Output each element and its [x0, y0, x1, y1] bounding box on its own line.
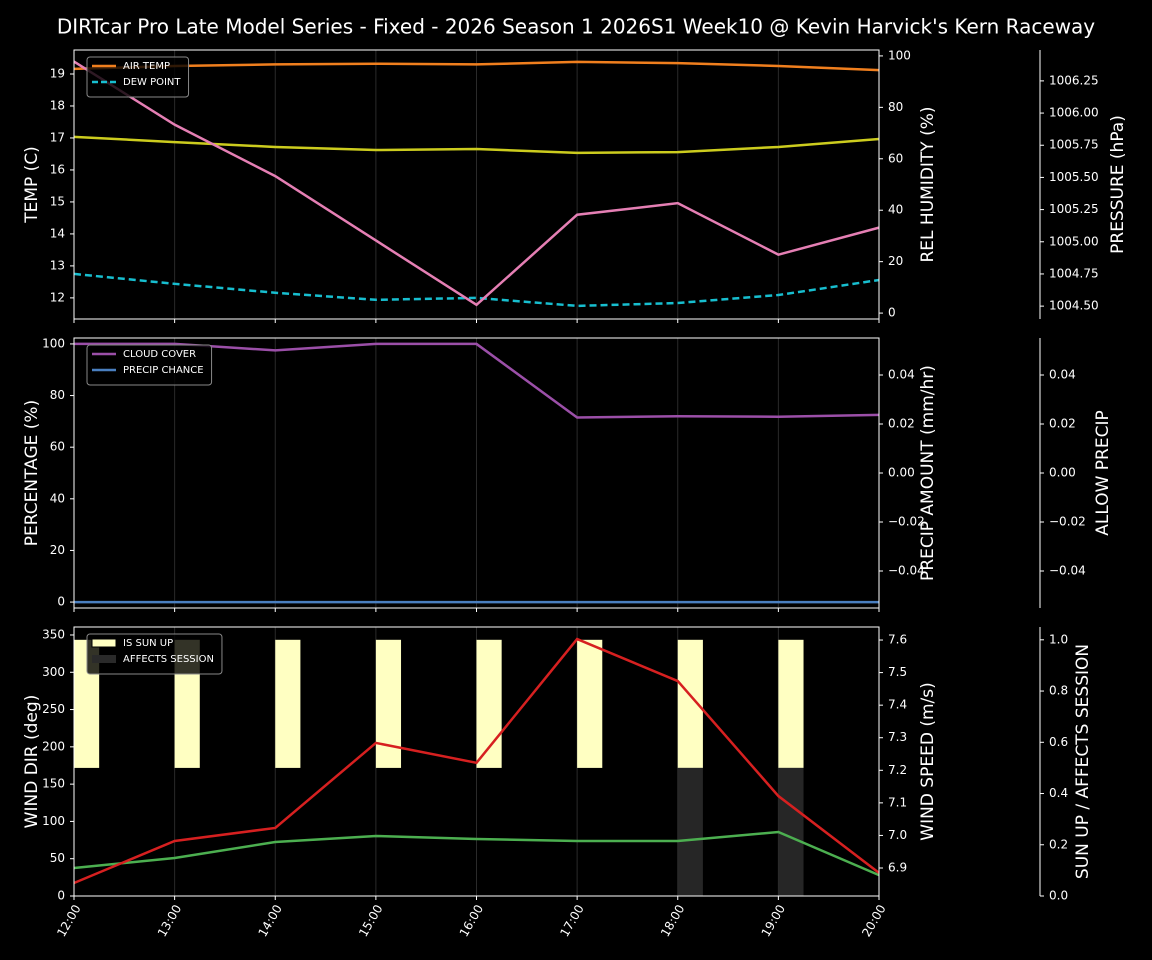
- y3-tick-label: 0.04: [1049, 367, 1076, 381]
- legend-label: AIR TEMP: [123, 61, 170, 72]
- y2-tick-label: −0.04: [888, 564, 925, 578]
- legend-label: PRECIP CHANCE: [123, 365, 204, 376]
- y2-tick-label: 7.3: [888, 730, 907, 744]
- y3-tick-label: 1006.00: [1049, 106, 1099, 120]
- y2-tick-label: 0.02: [888, 416, 915, 430]
- y-tick-label: 80: [50, 388, 65, 402]
- y-tick-label: 17: [50, 130, 65, 144]
- y2-tick-label: 0.04: [888, 367, 915, 381]
- legend: CLOUD COVER PRECIP CHANCE: [86, 344, 213, 386]
- y-tick-label: 18: [50, 98, 65, 112]
- line: [73, 830, 880, 877]
- y3-tick-label: −0.04: [1049, 564, 1086, 578]
- legend-swatch: [91, 638, 117, 648]
- y2-tick-label: 0: [888, 306, 896, 320]
- y3-tick-label: 1004.75: [1049, 266, 1099, 280]
- y-tick-label: 19: [50, 66, 65, 80]
- y3-tick-label: 1005.25: [1049, 202, 1099, 216]
- line: [73, 135, 880, 155]
- y2-tick-label: 80: [888, 100, 903, 114]
- y3-tick-label: 0.2: [1049, 837, 1068, 851]
- y3-tick-label: 0.02: [1049, 416, 1076, 430]
- y-tick-label: 100: [42, 336, 65, 350]
- y2-tick-label: 7.1: [888, 795, 907, 809]
- y3-axis-label: SUN UP / AFFECTS SESSION: [1073, 644, 1093, 879]
- y-tick-label: 350: [42, 627, 65, 641]
- line: [73, 60, 880, 307]
- bar: [577, 639, 603, 768]
- y3-tick-label: 1005.00: [1049, 234, 1099, 248]
- y2-tick-label: 7.6: [888, 633, 907, 647]
- y2-tick-label: 6.9: [888, 860, 907, 874]
- y-axis-label: WIND DIR (deg): [22, 695, 42, 829]
- line: [73, 272, 880, 308]
- legend: AIR TEMP DEW POINT: [86, 56, 190, 98]
- y3-tick-label: 0.00: [1049, 466, 1076, 480]
- y2-axis-label: WIND SPEED (m/s): [918, 682, 938, 840]
- legend: IS SUN UP AFFECTS SESSION: [86, 633, 223, 675]
- legend-label: CLOUD COVER: [123, 349, 196, 360]
- y-tick-label: 100: [42, 814, 65, 828]
- y2-tick-label: 40: [888, 203, 903, 217]
- y-tick-label: 250: [42, 702, 65, 716]
- y2-tick-label: 0.00: [888, 466, 915, 480]
- y2-axis-label: PRECIP AMOUNT (mm/hr): [918, 365, 938, 581]
- y3-tick-label: 1005.75: [1049, 138, 1099, 152]
- y-tick-label: 300: [42, 665, 65, 679]
- legend-box: [86, 344, 213, 386]
- y-tick-label: 50: [50, 851, 65, 865]
- y3-tick-label: 0.8: [1049, 684, 1068, 698]
- y2-tick-label: 7.0: [888, 828, 907, 842]
- y-tick-label: 16: [50, 162, 65, 176]
- y-tick-label: 14: [50, 226, 65, 240]
- y3-axis-label: PRESSURE (hPa): [1108, 115, 1128, 254]
- line: [73, 60, 880, 72]
- y3-tick-label: 0.0: [1049, 889, 1068, 903]
- y-tick-label: 60: [50, 440, 65, 454]
- y3-tick-label: 1006.25: [1049, 73, 1099, 87]
- y-tick-label: 13: [50, 258, 65, 272]
- y3-tick-label: 1004.50: [1049, 299, 1099, 313]
- y-tick-label: 20: [50, 543, 65, 557]
- bar: [375, 639, 402, 768]
- y3-tick-label: 1.0: [1049, 632, 1068, 646]
- y3-axis-label: ALLOW PRECIP: [1093, 410, 1113, 536]
- bar: [778, 767, 804, 896]
- y2-tick-label: 7.5: [888, 665, 907, 679]
- legend-swatch: [92, 655, 116, 663]
- y3-tick-label: 1005.50: [1049, 170, 1099, 184]
- y3-tick-label: 0.6: [1049, 735, 1068, 749]
- legend-label: DEW POINT: [123, 77, 181, 88]
- y2-tick-label: 20: [888, 254, 903, 268]
- y3-tick-label: 0.4: [1049, 786, 1068, 800]
- y3-tick-label: −0.02: [1049, 515, 1086, 529]
- y-axis-label: TEMP (C): [22, 146, 42, 224]
- chart-title: DIRTcar Pro Late Model Series - Fixed - …: [57, 15, 1095, 39]
- y-tick-label: 0: [57, 595, 65, 609]
- legend-label: IS SUN UP: [123, 638, 173, 649]
- legend-box: [86, 633, 223, 675]
- y2-tick-label: −0.02: [888, 515, 925, 529]
- bar: [677, 767, 703, 896]
- y-tick-label: 12: [50, 290, 65, 304]
- bar: [778, 639, 804, 768]
- line: [73, 637, 880, 885]
- bar: [275, 639, 301, 768]
- y2-axis-label: REL HUMIDITY (%): [918, 106, 938, 262]
- y-tick-label: 200: [42, 739, 65, 753]
- y-tick-label: 40: [50, 491, 65, 505]
- legend-label: AFFECTS SESSION: [123, 654, 214, 665]
- y2-tick-label: 7.2: [888, 763, 907, 777]
- y2-tick-label: 100: [888, 48, 911, 62]
- y-tick-label: 0: [57, 889, 65, 903]
- y2-tick-label: 7.4: [888, 698, 907, 712]
- y2-tick-label: 60: [888, 151, 903, 165]
- y-tick-label: 15: [50, 194, 65, 208]
- y-axis-label: PERCENTAGE (%): [22, 400, 42, 546]
- y-tick-label: 150: [42, 777, 65, 791]
